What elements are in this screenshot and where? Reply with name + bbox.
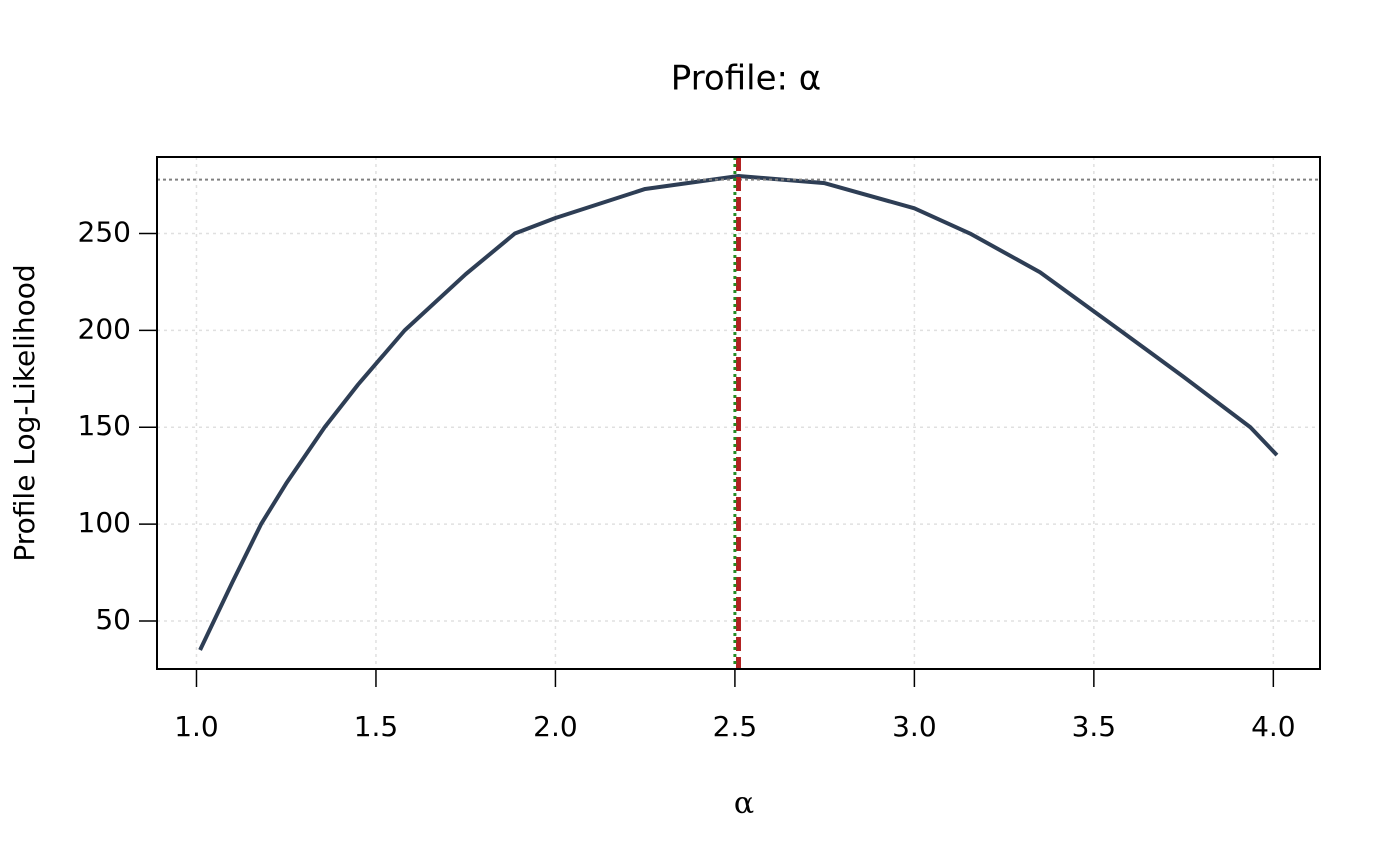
x-tick-label: 1.0 — [174, 710, 219, 743]
y-tick-label: 50 — [95, 603, 131, 636]
x-tick-label: 3.0 — [892, 710, 937, 743]
y-tick-label: 150 — [78, 409, 131, 442]
x-tick-label: 1.5 — [354, 710, 399, 743]
x-axis-label: α — [734, 786, 754, 821]
plot-frame — [156, 156, 1321, 670]
x-tick-label: 3.5 — [1072, 710, 1117, 743]
x-tick-label: 2.0 — [533, 710, 578, 743]
chart-title: Profile: α — [671, 59, 821, 99]
x-tick-label: 4.0 — [1251, 710, 1296, 743]
y-tick-label: 250 — [78, 216, 131, 249]
y-tick-label: 200 — [78, 312, 131, 345]
y-tick-label: 100 — [78, 506, 131, 539]
y-axis-label: Profile Log-Likelihood — [8, 264, 41, 561]
line-series — [198, 173, 1279, 651]
x-tick-label: 2.5 — [713, 710, 758, 743]
